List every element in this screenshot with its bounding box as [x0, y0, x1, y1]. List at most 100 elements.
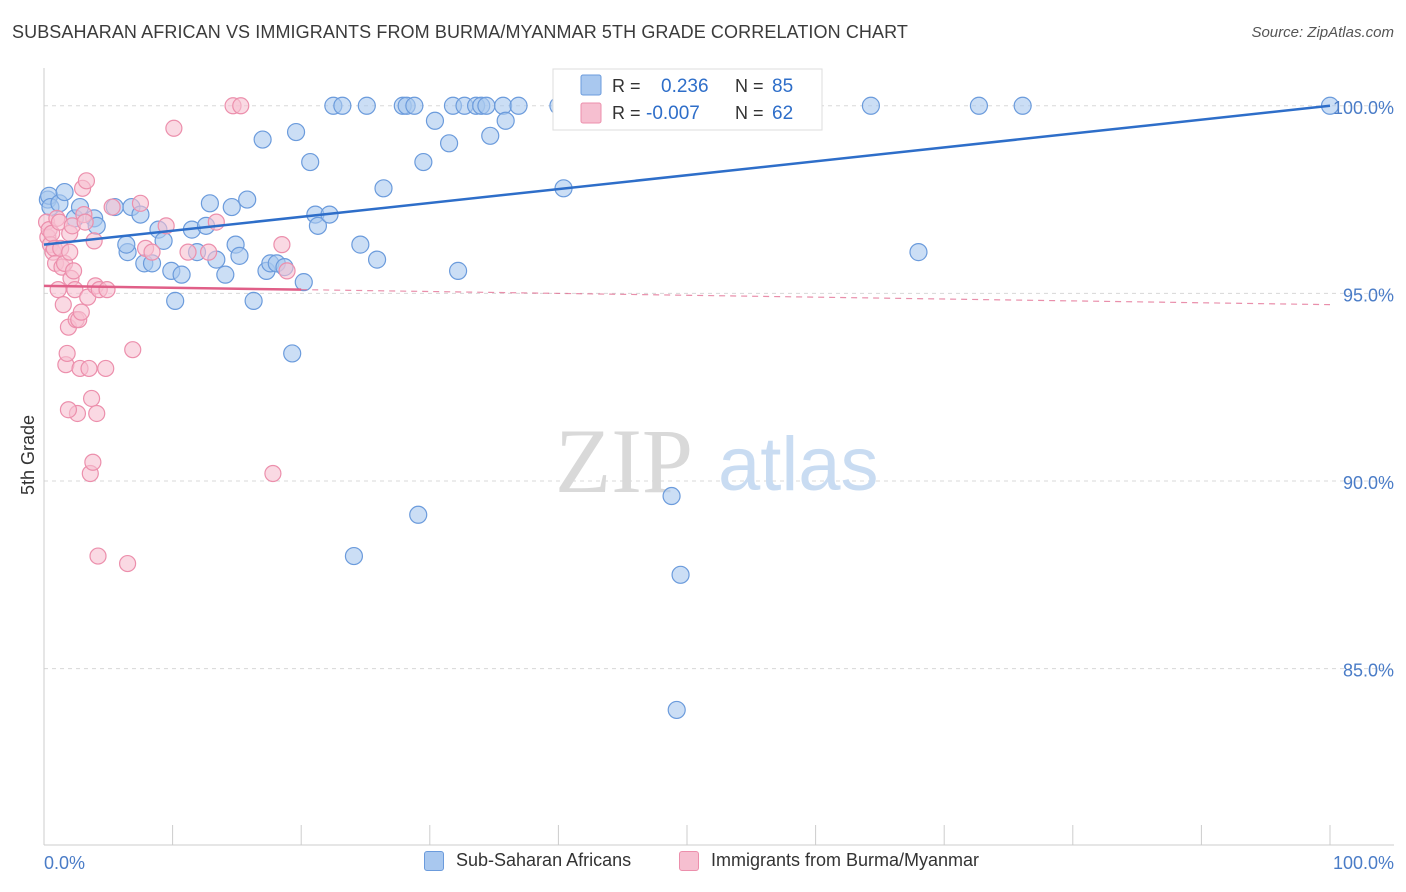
trend-line-sub-saharan [43, 104, 1331, 246]
point-sub-saharan [494, 96, 513, 115]
legend-n-value-1: 85 [772, 76, 793, 97]
legend-item-sub-saharan[interactable]: Sub-Saharan Africans [424, 850, 631, 871]
y-tick-label: 90.0% [1343, 473, 1394, 493]
legend-r-value-2: -0.007 [646, 103, 700, 124]
point-burma [278, 262, 296, 280]
point-sub-saharan [230, 246, 249, 265]
point-burma [76, 213, 94, 231]
point-sub-saharan [477, 96, 496, 115]
point-burma [88, 404, 106, 423]
point-sub-saharan [969, 96, 989, 115]
point-sub-saharan [55, 182, 74, 202]
point-sub-saharan [374, 179, 393, 198]
point-sub-saharan [253, 130, 272, 149]
point-sub-saharan [357, 96, 376, 115]
point-burma [143, 243, 161, 261]
trend-line-burma-extension [301, 289, 1331, 306]
point-sub-saharan [286, 122, 306, 142]
point-sub-saharan [439, 134, 459, 153]
point-sub-saharan [200, 194, 219, 213]
legend-r-value-1: 0.236 [661, 76, 709, 97]
point-burma [131, 194, 150, 212]
point-sub-saharan [496, 111, 515, 130]
y-tick-label: 95.0% [1343, 285, 1394, 305]
legend-r-label-1: R = [612, 76, 641, 96]
point-sub-saharan [909, 243, 928, 262]
legend-item-burma[interactable]: Immigrants from Burma/Myanmar [679, 850, 979, 871]
point-burma [61, 243, 79, 261]
legend-swatch-burma [679, 850, 699, 871]
point-burma [64, 262, 83, 280]
point-sub-saharan [409, 505, 428, 524]
point-sub-saharan [283, 344, 302, 363]
x-tick-label-max: 100.0% [1333, 853, 1394, 873]
point-sub-saharan [671, 565, 690, 584]
legend-n-value-2: 62 [772, 103, 793, 124]
stats-legend: R = 0.236 N = 85 R = -0.007 N = 62 [552, 68, 823, 131]
point-sub-saharan [367, 250, 387, 269]
point-sub-saharan [1013, 96, 1032, 115]
point-sub-saharan [481, 126, 500, 145]
point-sub-saharan [333, 96, 352, 115]
point-burma [54, 296, 72, 314]
point-sub-saharan [509, 96, 528, 115]
point-sub-saharan [238, 190, 257, 209]
point-burma [59, 401, 78, 419]
point-burma [77, 172, 96, 190]
watermark-atlas: atlas [718, 422, 879, 507]
legend-n-label-2: N = [735, 103, 764, 123]
point-sub-saharan [216, 265, 235, 284]
point-sub-saharan [351, 235, 370, 254]
point-sub-saharan [405, 96, 424, 115]
point-sub-saharan [425, 111, 445, 130]
point-sub-saharan [344, 546, 364, 566]
point-burma [179, 243, 197, 261]
y-tick-labels: 100.0% 95.0% 90.0% 85.0% [1333, 98, 1394, 681]
point-sub-saharan [861, 96, 880, 115]
point-burma [49, 281, 67, 299]
point-burma [98, 281, 116, 299]
grid-lines [44, 105, 1394, 670]
legend-swatch-sub-saharan [424, 850, 444, 871]
point-burma [58, 344, 76, 363]
point-sub-saharan [294, 273, 313, 292]
point-burma [103, 198, 121, 216]
source-label: Source: ZipAtlas.com [1251, 24, 1394, 41]
point-burma [80, 359, 98, 378]
watermark: ZIP atlas [555, 410, 879, 512]
point-sub-saharan [667, 700, 686, 720]
legend-swatch-pink [580, 102, 602, 124]
point-sub-saharan [244, 291, 263, 310]
point-sub-saharan [414, 152, 433, 172]
point-burma [97, 359, 115, 378]
point-sub-saharan [166, 291, 185, 310]
point-burma [232, 97, 250, 115]
point-sub-saharan [117, 235, 136, 254]
trend-lines [43, 104, 1331, 306]
point-burma [89, 547, 107, 565]
point-burma [124, 341, 142, 359]
point-burma [72, 303, 90, 321]
data-points [37, 96, 1340, 720]
legend-swatch-blue [580, 74, 602, 96]
point-burma [82, 389, 101, 408]
chart-title: SUBSAHARAN AFRICAN VS IMMIGRANTS FROM BU… [12, 22, 908, 42]
y-axis-label: 5th Grade [18, 415, 38, 495]
y-tick-label: 85.0% [1343, 661, 1394, 681]
legend-label-sub-saharan: Sub-Saharan Africans [456, 850, 632, 870]
point-sub-saharan [172, 265, 191, 284]
point-sub-saharan [448, 261, 468, 280]
point-sub-saharan [301, 152, 320, 172]
point-burma [200, 243, 218, 261]
x-tick-label-min: 0.0% [44, 853, 85, 873]
point-burma [118, 554, 137, 573]
point-sub-saharan [222, 197, 241, 217]
point-burma [165, 119, 183, 137]
legend-label-burma: Immigrants from Burma/Myanmar [711, 850, 980, 870]
legend-r-label-2: R = [612, 103, 641, 123]
legend-n-label-1: N = [735, 76, 764, 96]
point-burma [273, 236, 291, 254]
point-sub-saharan [662, 486, 681, 506]
point-burma [264, 464, 282, 483]
